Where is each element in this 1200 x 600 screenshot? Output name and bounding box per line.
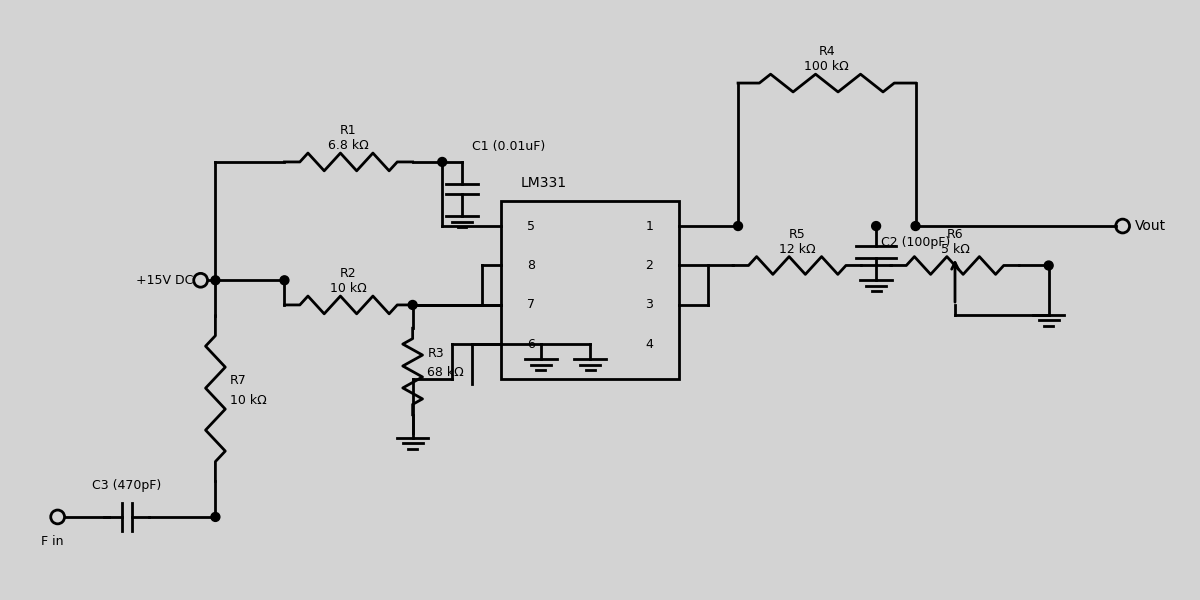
Text: +15V DC: +15V DC [137, 274, 193, 287]
Text: 2: 2 [646, 259, 653, 272]
Text: 6.8 kΩ: 6.8 kΩ [328, 139, 368, 152]
Text: F in: F in [42, 535, 64, 548]
Circle shape [871, 221, 881, 230]
Text: 68 kΩ: 68 kΩ [427, 367, 464, 379]
Text: 5: 5 [527, 220, 535, 233]
Text: 10 kΩ: 10 kΩ [330, 282, 367, 295]
Text: R1: R1 [341, 124, 356, 137]
Circle shape [1044, 261, 1054, 270]
Text: C3 (470pF): C3 (470pF) [92, 479, 161, 493]
Text: R7: R7 [230, 374, 247, 387]
Text: 5 kΩ: 5 kΩ [941, 242, 970, 256]
Text: R6: R6 [947, 228, 964, 241]
Text: 6: 6 [527, 338, 535, 351]
Text: 7: 7 [527, 298, 535, 311]
Bar [502, 202, 679, 379]
Text: R5: R5 [788, 228, 805, 241]
Circle shape [280, 276, 289, 285]
Circle shape [211, 276, 220, 285]
Text: R3: R3 [427, 347, 444, 360]
Text: Vout: Vout [1134, 219, 1165, 233]
Text: 3: 3 [646, 298, 653, 311]
Circle shape [733, 221, 743, 230]
Circle shape [408, 301, 418, 310]
Text: R2: R2 [341, 268, 356, 280]
Text: C2 (100pF): C2 (100pF) [881, 236, 950, 249]
Text: 8: 8 [527, 259, 535, 272]
Text: C1 (0.01uF): C1 (0.01uF) [472, 140, 545, 153]
Text: 10 kΩ: 10 kΩ [230, 394, 266, 407]
Text: LM331: LM331 [521, 176, 568, 190]
Text: 100 kΩ: 100 kΩ [804, 60, 850, 73]
Text: R4: R4 [818, 46, 835, 58]
Text: 12 kΩ: 12 kΩ [779, 242, 816, 256]
Text: 1: 1 [646, 220, 653, 233]
Circle shape [211, 512, 220, 521]
Text: 4: 4 [646, 338, 653, 351]
Circle shape [911, 221, 920, 230]
Circle shape [438, 158, 446, 166]
